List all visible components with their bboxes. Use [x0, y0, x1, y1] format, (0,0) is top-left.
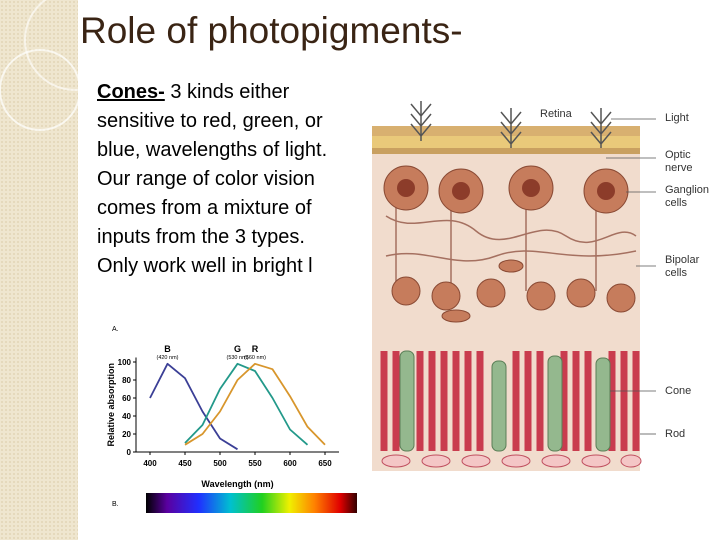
peak-name: G — [234, 344, 241, 354]
peak-name: B — [164, 344, 171, 354]
panel-label: A. — [112, 326, 119, 333]
x-tick-label: 500 — [213, 459, 227, 468]
x-tick-label: 450 — [178, 459, 192, 468]
retina-label: Ganglion cells — [665, 184, 710, 209]
lead-term: Cones- — [97, 81, 165, 103]
spectrum-bar — [146, 493, 357, 513]
body-text: Cones- 3 kinds either sensitive to red, … — [97, 78, 342, 281]
x-tick-label: 400 — [143, 459, 157, 468]
retina-label: Optic nerve — [665, 149, 693, 174]
retina-label: Bipolar cells — [665, 254, 700, 279]
peak-label: (530 nm) — [226, 355, 248, 361]
peak-label: (420 nm) — [156, 355, 178, 361]
absorption-chart: 0 20 40 60 80 100 400 450 500 550 600 650 Wavelength… — [104, 322, 370, 522]
decor-strip — [0, 0, 126, 540]
peak-label: (560 nm) — [244, 355, 266, 361]
x-tick-label: 600 — [283, 459, 297, 468]
peak-name: R — [252, 344, 259, 354]
absorption-curve — [184, 362, 326, 446]
decor-swirl — [0, 0, 126, 131]
retina-title: Retina — [540, 108, 573, 120]
y-tick-label: 80 — [122, 376, 131, 385]
retina-label: Cone — [665, 385, 692, 397]
y-tick-label: 60 — [122, 394, 131, 403]
x-tick-label: 550 — [248, 459, 262, 468]
retina-label: Rod — [665, 428, 686, 440]
x-tick-label: 650 — [318, 459, 332, 468]
body-copy: 3 kinds either sensitive to red, green, … — [97, 81, 328, 277]
retina-diagram: Retina — [372, 101, 656, 471]
x-axis-label: Wavelength (nm) — [201, 479, 273, 489]
absorption-curve — [184, 362, 309, 446]
y-tick-label: 100 — [118, 358, 132, 367]
absorption-curve — [149, 362, 238, 451]
panel-label: B. — [112, 501, 119, 508]
y-tick-label: 40 — [122, 412, 131, 421]
retina-label: Light — [665, 112, 689, 124]
slide-title: Role of photopigments- — [80, 10, 463, 51]
y-axis-label: Relative absorption — [106, 363, 116, 447]
y-tick-label: 0 — [127, 448, 132, 457]
y-tick-label: 20 — [122, 430, 131, 439]
